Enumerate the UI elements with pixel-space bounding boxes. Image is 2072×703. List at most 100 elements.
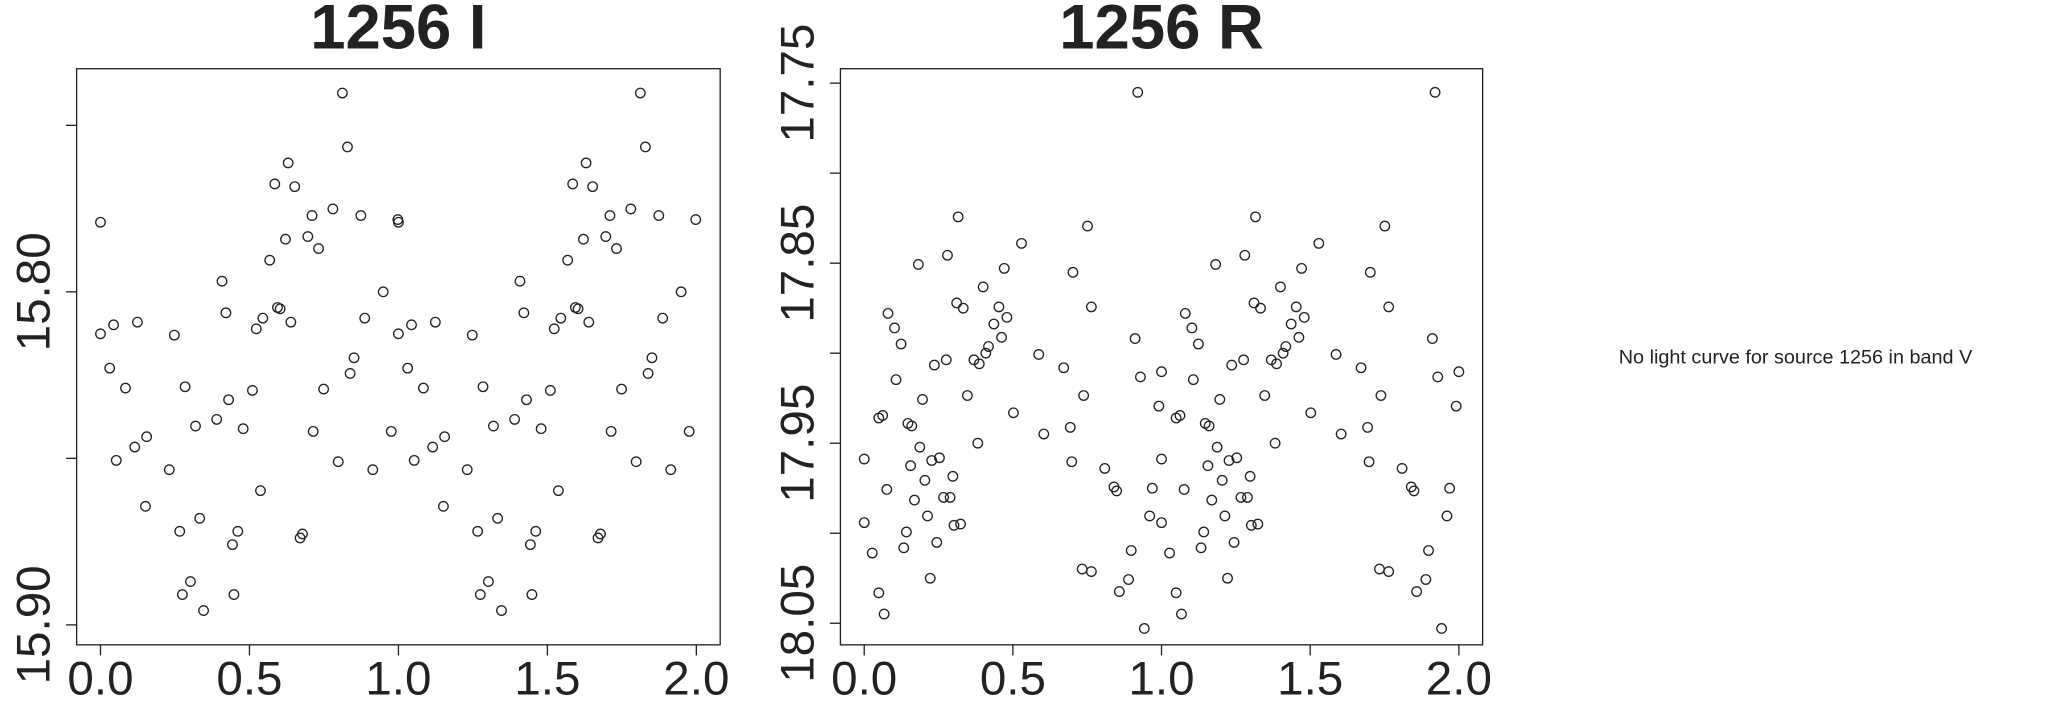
data-point: [95, 216, 106, 228]
data-point: [95, 328, 106, 340]
data-point: [567, 178, 579, 190]
data-point: [657, 312, 669, 324]
data-point: [289, 181, 301, 193]
data-point: [250, 323, 262, 335]
data-point: [1250, 211, 1261, 223]
data-point: [1423, 545, 1434, 556]
data-point: [548, 323, 560, 335]
data-point: [938, 491, 950, 503]
data-point: [402, 362, 414, 374]
data-point: [1198, 526, 1210, 538]
data-point: [924, 572, 936, 584]
data-point: [998, 262, 1010, 274]
data-point: [866, 547, 878, 559]
data-point: [524, 539, 536, 551]
data-point: [1235, 491, 1247, 503]
data-point: [1313, 237, 1325, 249]
data-point: [257, 312, 269, 324]
x-tick-label: 0.5: [216, 652, 282, 703]
data-point: [1244, 470, 1256, 482]
data-point: [973, 358, 985, 370]
data-point: [1082, 220, 1093, 232]
data-point: [492, 512, 504, 524]
data-point: [873, 587, 885, 599]
data-point: [474, 589, 486, 600]
data-point: [1076, 563, 1088, 575]
data-point: [898, 542, 910, 554]
data-point: [194, 512, 206, 524]
x-tick-label: 1.5: [514, 652, 580, 703]
data-point: [1146, 482, 1158, 494]
data-point: [1192, 338, 1204, 350]
y-tick-label: 15.80: [8, 232, 61, 351]
data-point: [190, 420, 201, 432]
data-point: [877, 410, 889, 421]
data-point: [223, 394, 235, 406]
data-point: [1375, 390, 1387, 401]
data-point: [611, 243, 622, 254]
data-point: [1426, 333, 1438, 345]
data-point: [1436, 623, 1448, 634]
data-point: [1132, 86, 1144, 98]
data-point: [302, 231, 314, 242]
data-point: [1242, 491, 1253, 503]
data-point: [1248, 297, 1260, 309]
data-point: [318, 383, 330, 395]
data-point: [926, 455, 938, 466]
data-point: [1178, 484, 1190, 495]
data-point: [642, 368, 654, 379]
data-point: [427, 441, 439, 453]
data-point: [280, 233, 291, 245]
data-point: [307, 425, 319, 437]
data-point: [1156, 517, 1167, 529]
data-point: [228, 589, 240, 600]
data-point: [496, 605, 507, 616]
data-point: [355, 210, 367, 221]
data-point: [993, 301, 1005, 313]
data-point: [132, 316, 143, 328]
data-point: [163, 464, 175, 476]
data-point: [634, 87, 646, 99]
data-point: [858, 517, 870, 529]
data-point: [878, 608, 890, 620]
data-point: [108, 319, 120, 331]
data-point: [509, 413, 521, 425]
data-point: [594, 528, 606, 540]
data-point: [1058, 362, 1070, 374]
data-point: [1228, 536, 1240, 548]
data-point: [1156, 453, 1167, 465]
data-point: [625, 203, 637, 215]
data-point: [1156, 366, 1167, 378]
data-point: [274, 303, 286, 315]
data-point: [392, 328, 404, 340]
data-point: [297, 528, 308, 540]
x-tick-label: 1.5: [1277, 652, 1343, 703]
x-tick-label: 1.0: [365, 652, 431, 703]
y-tick-label: 17.85: [771, 204, 824, 323]
y-tick-label: 18.05: [771, 564, 824, 683]
data-point: [858, 453, 870, 465]
data-point: [1296, 262, 1307, 274]
data-point: [934, 452, 945, 464]
data-point: [129, 441, 141, 453]
data-point: [616, 383, 627, 395]
data-point: [1239, 249, 1251, 261]
data-point: [1008, 407, 1019, 419]
data-point: [1123, 574, 1134, 585]
data-point: [1408, 485, 1420, 497]
data-point: [216, 275, 228, 287]
data-point: [1195, 542, 1207, 554]
data-point: [120, 382, 131, 394]
data-point: [237, 423, 249, 435]
data-point: [605, 425, 617, 437]
data-point: [418, 382, 429, 394]
data-point: [957, 302, 969, 314]
data-point: [1364, 266, 1376, 278]
data-point: [1355, 362, 1367, 374]
data-point: [922, 510, 933, 522]
data-point: [1245, 519, 1257, 531]
plot-frame: [75, 68, 721, 646]
data-point: [1255, 302, 1266, 314]
data-point: [1179, 307, 1191, 319]
data-point: [1285, 318, 1297, 330]
